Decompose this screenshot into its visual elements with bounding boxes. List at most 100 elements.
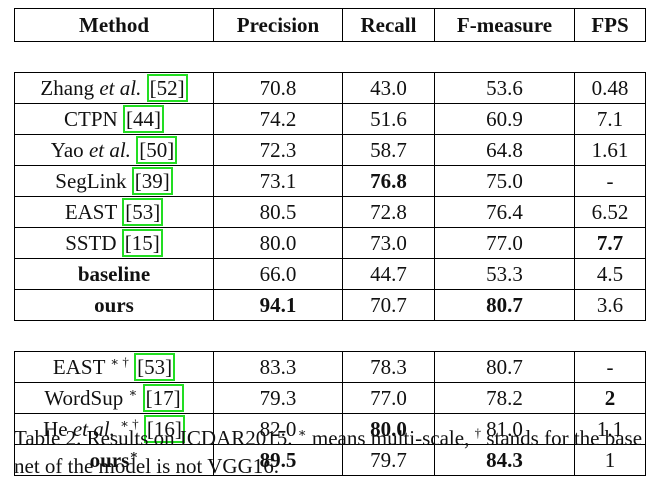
cell-fmeasure: 77.0	[434, 227, 575, 259]
cell-precision: 89.5	[213, 444, 343, 476]
table-row: SSTD [15] 80.0 73.0 77.0 7.7	[14, 227, 646, 259]
cell-precision: 80.5	[213, 196, 343, 228]
cell-fps: -	[574, 165, 646, 197]
results-table: Method Precision Recall F-measure FPS Zh…	[14, 8, 646, 476]
cell-fmeasure: 60.9	[434, 103, 575, 135]
citation-link[interactable]: [52]	[146, 74, 188, 102]
citation-number: 52	[156, 76, 178, 100]
header-fps: FPS	[574, 8, 646, 42]
table-row: Zhang et al. [52] 70.8 43.0 53.6 0.48	[14, 72, 646, 104]
citation-link[interactable]: [53]	[134, 353, 176, 381]
cell-method: CTPN [44]	[14, 103, 214, 135]
cell-precision: 72.3	[213, 134, 343, 166]
header-method: Method	[14, 8, 214, 42]
method-superscript: ∗	[128, 385, 138, 400]
table-row: EAST ∗ † [53] 83.3 78.3 80.7-	[14, 351, 646, 383]
cell-fmeasure: 78.2	[434, 382, 575, 414]
citation-number: 44	[132, 107, 154, 131]
cell-recall: 51.6	[342, 103, 435, 135]
caption-text-1: Table 2. Results on ICDAR2015.	[14, 426, 298, 450]
method-name: CTPN	[64, 107, 123, 131]
table-row: SegLink [39] 73.1 76.8 75.0-	[14, 165, 646, 197]
cell-method: SSTD [15]	[14, 227, 214, 259]
cell-fps: 2	[574, 382, 646, 414]
cell-method: SegLink [39]	[14, 165, 214, 197]
method-name: SSTD	[65, 231, 122, 255]
citation-link[interactable]: [16]	[143, 415, 185, 443]
cell-fps: 4.5	[574, 258, 646, 290]
cell-method: Zhang et al. [52]	[14, 72, 214, 104]
cell-method: ours	[14, 289, 214, 321]
method-name: Zhang	[40, 76, 100, 100]
cell-fps: 3.6	[574, 289, 646, 321]
table-row: CTPN [44] 74.2 51.6 60.9 7.1	[14, 103, 646, 135]
method-name: baseline	[77, 262, 151, 286]
cell-precision: 70.8	[213, 72, 343, 104]
table-header: Method Precision Recall F-measure FPS	[14, 8, 646, 42]
citation-number: 17	[152, 386, 174, 410]
cell-method: EAST [53]	[14, 196, 214, 228]
citation-number: 53	[132, 200, 154, 224]
cell-recall: 72.8	[342, 196, 435, 228]
citation-number: 15	[131, 231, 153, 255]
method-superscript: ∗ †	[110, 354, 129, 369]
citation-link[interactable]: [53]	[122, 198, 164, 226]
method-et-al: et al.	[99, 76, 142, 100]
cell-recall: 58.7	[342, 134, 435, 166]
method-name: SegLink	[55, 169, 132, 193]
cell-precision: 83.3	[213, 351, 343, 383]
cell-precision: 74.2	[213, 103, 343, 135]
table-row: ours∗ 89.5 79.7 84.3 1	[14, 444, 646, 476]
method-name: WordSup	[44, 386, 129, 410]
caption-sup-multiscale: ∗	[297, 425, 307, 440]
method-name: Yao	[50, 138, 89, 162]
cell-recall: 79.7	[342, 444, 435, 476]
single-scale-group: Zhang et al. [52] 70.8 43.0 53.6 0.48 CTPN [4…	[14, 72, 646, 321]
citation-link[interactable]: [15]	[121, 229, 163, 257]
citation-link[interactable]: [50]	[136, 136, 178, 164]
cell-fmeasure: 84.3	[434, 444, 575, 476]
method-et-al: et al.	[72, 417, 115, 441]
cell-fps: 1.1	[574, 413, 646, 445]
cell-precision: 94.1	[213, 289, 343, 321]
cell-recall: 77.0	[342, 382, 435, 414]
cell-fps: 7.7	[574, 227, 646, 259]
header-recall: Recall	[342, 8, 435, 42]
cell-fps: 7.1	[574, 103, 646, 135]
method-superscript: ∗ †	[120, 416, 139, 431]
citation-number: 16	[153, 417, 175, 441]
cell-fmeasure: 80.7	[434, 351, 575, 383]
cell-fps: 6.52	[574, 196, 646, 228]
citation-link[interactable]: [39]	[131, 167, 173, 195]
cell-fps: 1	[574, 444, 646, 476]
caption-sup-dagger: †	[474, 425, 482, 440]
cell-recall: 43.0	[342, 72, 435, 104]
table-row: WordSup ∗ [17] 79.3 77.0 78.2 2	[14, 382, 646, 414]
cell-method: He et al. ∗ † [16]	[14, 413, 214, 445]
cell-recall: 73.0	[342, 227, 435, 259]
cell-method: Yao et al. [50]	[14, 134, 214, 166]
caption-text-3: stands for the base net of the model is …	[14, 426, 643, 478]
cell-recall: 44.7	[342, 258, 435, 290]
cell-fmeasure: 80.7	[434, 289, 575, 321]
method-name: ours	[89, 448, 130, 472]
method-name: He	[43, 417, 73, 441]
cell-precision: 80.0	[213, 227, 343, 259]
cell-fmeasure: 76.4	[434, 196, 575, 228]
method-name: EAST	[52, 355, 111, 379]
citation-number: 53	[144, 355, 166, 379]
cell-method: WordSup ∗ [17]	[14, 382, 214, 414]
cell-fps: 1.61	[574, 134, 646, 166]
cell-fmeasure: 53.3	[434, 258, 575, 290]
citation-link[interactable]: [44]	[122, 105, 164, 133]
table-caption: Table 2. Results on ICDAR2015. ∗ means m…	[14, 424, 649, 480]
method-name: EAST	[64, 200, 123, 224]
method-et-al: et al.	[88, 138, 131, 162]
cell-recall: 78.3	[342, 351, 435, 383]
method-superscript: ∗	[129, 447, 139, 462]
citation-link[interactable]: [17]	[142, 384, 184, 412]
header-precision: Precision	[213, 8, 343, 42]
table-row: ours 94.1 70.7 80.7 3.6	[14, 289, 646, 321]
cell-method: ours∗	[14, 444, 214, 476]
cell-precision: 66.0	[213, 258, 343, 290]
